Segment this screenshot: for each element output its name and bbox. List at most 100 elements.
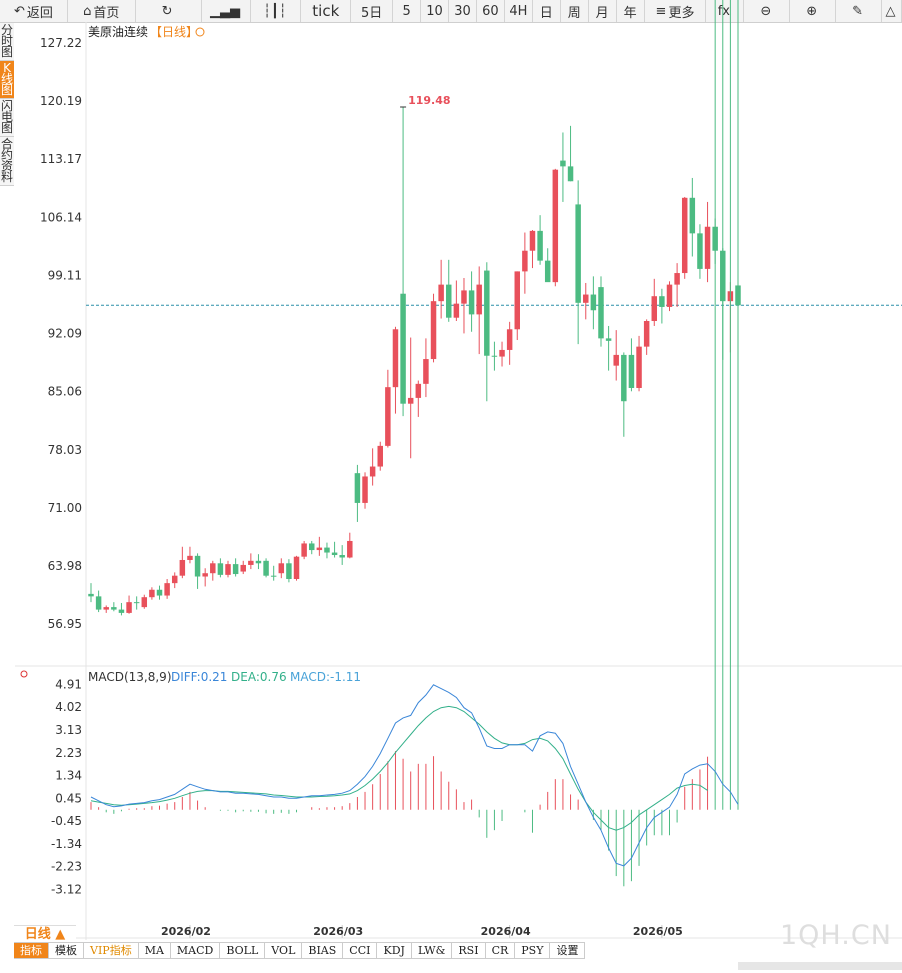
macd-tick-label: 2.23 [55, 746, 82, 760]
indicator-tab-14[interactable]: 设置 [550, 942, 586, 959]
side-tab-char: 约 [0, 148, 13, 162]
candle-body [537, 230, 543, 261]
macd-tick-label: -3.12 [51, 882, 82, 896]
formula-button[interactable]: fx [706, 0, 745, 22]
side-tab-char: 电 [0, 110, 13, 124]
side-tab-char: 资 [0, 159, 13, 173]
refresh-button[interactable]: ↻ [136, 0, 202, 22]
candle-body [240, 564, 246, 572]
draw-button[interactable]: ✎ [836, 0, 883, 22]
indicator-tab-1[interactable]: 模板 [49, 942, 84, 959]
zoom-in-button[interactable]: ⊕ [790, 0, 837, 22]
price-tick-label: 85.06 [48, 385, 82, 399]
period-8[interactable]: 月 [589, 0, 617, 22]
period-2-label: 10 [426, 3, 443, 19]
candle-body [392, 329, 399, 388]
tick-button[interactable]: tick [301, 0, 352, 22]
time-tick-label: 2026/04 [481, 925, 531, 938]
price-tick-label: 78.03 [48, 443, 82, 457]
indicator-tab-13[interactable]: PSY [515, 942, 551, 959]
period-4[interactable]: 60 [477, 0, 505, 22]
period-0-label: 5日 [361, 5, 383, 21]
period-6[interactable]: 日 [533, 0, 561, 22]
period-7[interactable]: 周 [561, 0, 589, 22]
candle-body [141, 597, 148, 608]
indicator-tab-11[interactable]: RSI [452, 942, 486, 959]
time-tick-label: 2026/05 [633, 925, 683, 938]
candle-body [354, 473, 361, 503]
home-icon: ⌂ [83, 3, 92, 19]
indicator-tab-7[interactable]: BIAS [302, 942, 344, 959]
candle-body [544, 260, 551, 283]
time-tick-label: 2026/03 [313, 925, 363, 938]
macd-tick-label: 0.45 [55, 791, 82, 805]
home-button[interactable]: ⌂ 首页 [68, 0, 136, 22]
price-tick-label: 71.00 [48, 501, 82, 515]
candle-body [324, 547, 330, 553]
back-button[interactable]: ↶ 返回 [0, 0, 68, 22]
candle-body [255, 560, 262, 564]
candle-body [704, 226, 711, 269]
indicator-tab-6[interactable]: VOL [265, 942, 303, 959]
side-tab-2[interactable]: 闪电图 [0, 99, 14, 137]
price-tick-label: 56.95 [48, 617, 82, 631]
candle-body [453, 303, 460, 318]
triangle-tool-button[interactable]: △ [882, 0, 902, 22]
chart-style-button[interactable]: ▁▃▅ [202, 0, 252, 22]
back-button-label: 返回 [26, 5, 53, 21]
period-5[interactable]: 4H [505, 0, 533, 22]
candle-body [347, 540, 353, 558]
zoom-in-icon: ⊕ [806, 3, 818, 19]
indicator-tab-bar: 指标 模板 VIP指标 MA MACD BOLL VOL BIAS CCI KDJ LW& RSI CR… [14, 942, 586, 959]
period-0[interactable]: 5日 [351, 0, 394, 22]
collapse-icon [195, 27, 205, 37]
period-4-label: 60 [482, 3, 499, 19]
candle-body [438, 284, 444, 302]
candle-body [95, 596, 102, 610]
candle-body [605, 338, 612, 341]
side-tab-3[interactable]: 合约资料 [0, 137, 14, 186]
zoom-out-button[interactable]: ⊖ [744, 0, 791, 22]
candle-body [697, 233, 703, 269]
indicator-tab-8[interactable]: CCI [343, 942, 378, 959]
period-3[interactable]: 30 [449, 0, 477, 22]
macd-value-label: MACD:-1.11 [290, 670, 361, 684]
tick-label: tick [312, 2, 340, 20]
candle-style-button[interactable]: ┆┃┆ [251, 0, 302, 22]
candle-body [689, 197, 696, 234]
candle-body [514, 271, 520, 330]
refresh-icon: ↻ [161, 3, 173, 19]
candle-body [179, 559, 186, 576]
indicator-tab-10[interactable]: LW& [411, 942, 453, 959]
candle-body [385, 387, 391, 446]
candle-body [225, 564, 231, 575]
indicator-tab-5[interactable]: BOLL [220, 942, 266, 959]
candle-body [301, 543, 307, 557]
indicator-tab-0[interactable]: 指标 [14, 942, 49, 959]
chart-title: 美原油连续 [88, 24, 148, 39]
candle-body [666, 284, 673, 307]
period-1[interactable]: 5 [393, 0, 422, 22]
indicator-tab-12[interactable]: CR [485, 942, 516, 959]
indicator-tab-4[interactable]: MACD [170, 942, 221, 959]
horizontal-scrollbar[interactable] [738, 962, 902, 970]
period-label[interactable]: 日线 ▲ [14, 925, 76, 943]
macd-tick-label: -1.34 [51, 837, 82, 851]
candle-body [232, 564, 239, 575]
indicator-tab-3[interactable]: MA [138, 942, 171, 959]
macd-tick-label: -0.45 [51, 814, 82, 828]
more-button[interactable]: ≡ 更多 [645, 0, 707, 22]
side-tab-0[interactable]: 分时图 [0, 23, 14, 61]
indicator-tab-9[interactable]: KDJ [377, 942, 412, 959]
candle-body [659, 296, 665, 307]
period-2[interactable]: 10 [421, 0, 449, 22]
indicator-tab-2[interactable]: VIP指标 [84, 942, 139, 959]
candle-body [681, 197, 688, 274]
candle-body [202, 573, 208, 577]
candle-body [270, 575, 277, 577]
period-9[interactable]: 年 [617, 0, 645, 22]
price-tick-label: 92.09 [48, 326, 82, 340]
candle-body [484, 270, 490, 356]
candle-body [575, 204, 581, 303]
